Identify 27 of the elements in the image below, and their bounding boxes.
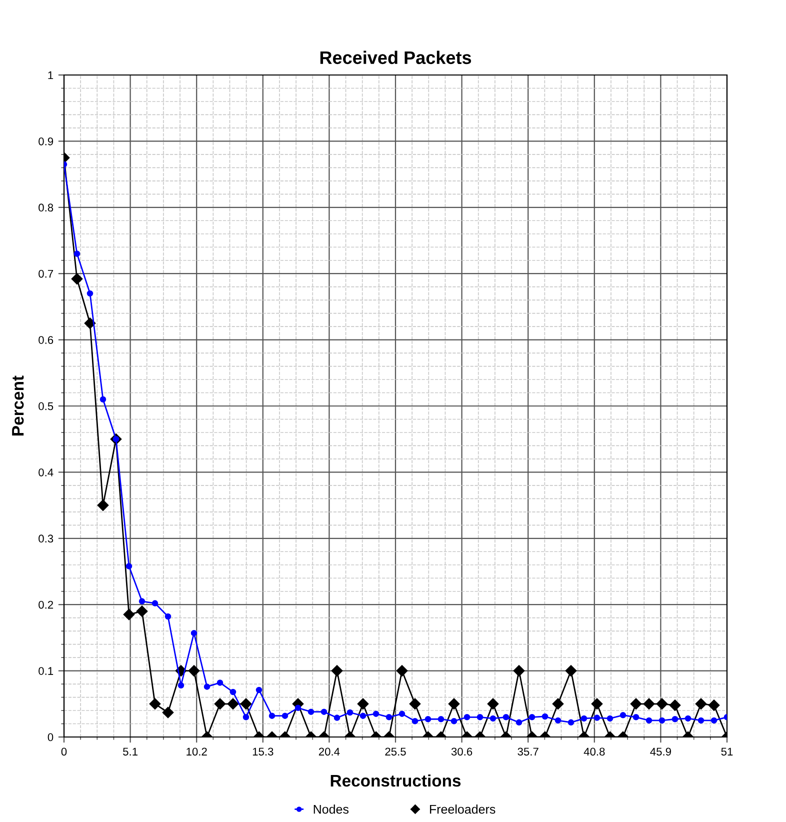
chart-title: Received Packets bbox=[320, 50, 472, 64]
legend-label: Nodes bbox=[314, 804, 349, 814]
y-tick-label: 0.6 bbox=[38, 336, 54, 344]
y-tick-label: 0.7 bbox=[38, 270, 54, 278]
x-tick-label: 25.5 bbox=[385, 748, 406, 756]
x-tick-label: 0 bbox=[61, 748, 67, 756]
x-tick-label: 51 bbox=[721, 748, 733, 756]
x-tick-label: 45.9 bbox=[650, 748, 671, 756]
y-tick-label: 0.8 bbox=[38, 204, 54, 212]
x-tick-label: 20.4 bbox=[318, 748, 340, 756]
x-tick-label: 5.1 bbox=[123, 748, 138, 756]
y-tick-label: 1 bbox=[48, 71, 54, 80]
legend-label: Freeloaders bbox=[430, 804, 496, 814]
y-tick-label: 0.4 bbox=[38, 468, 54, 476]
x-tick-label: 35.7 bbox=[518, 748, 538, 756]
x-tick-label: 40.8 bbox=[584, 748, 605, 756]
x-axis-title: Reconstructions bbox=[330, 774, 461, 787]
x-tick-label: 15.3 bbox=[252, 748, 274, 756]
y-tick-label: 0.3 bbox=[38, 534, 54, 543]
y-tick-label: 0.9 bbox=[38, 137, 54, 146]
y-tick-label: 0.1 bbox=[38, 667, 54, 675]
y-tick-label: 0 bbox=[48, 733, 54, 742]
y-tick-label: 0.2 bbox=[38, 600, 54, 609]
x-tick-label: 30.6 bbox=[451, 748, 472, 756]
x-tick-label: 10.2 bbox=[186, 748, 207, 756]
y-tick-label: 0.5 bbox=[38, 402, 54, 410]
y-axis-title: Percent bbox=[12, 376, 24, 436]
